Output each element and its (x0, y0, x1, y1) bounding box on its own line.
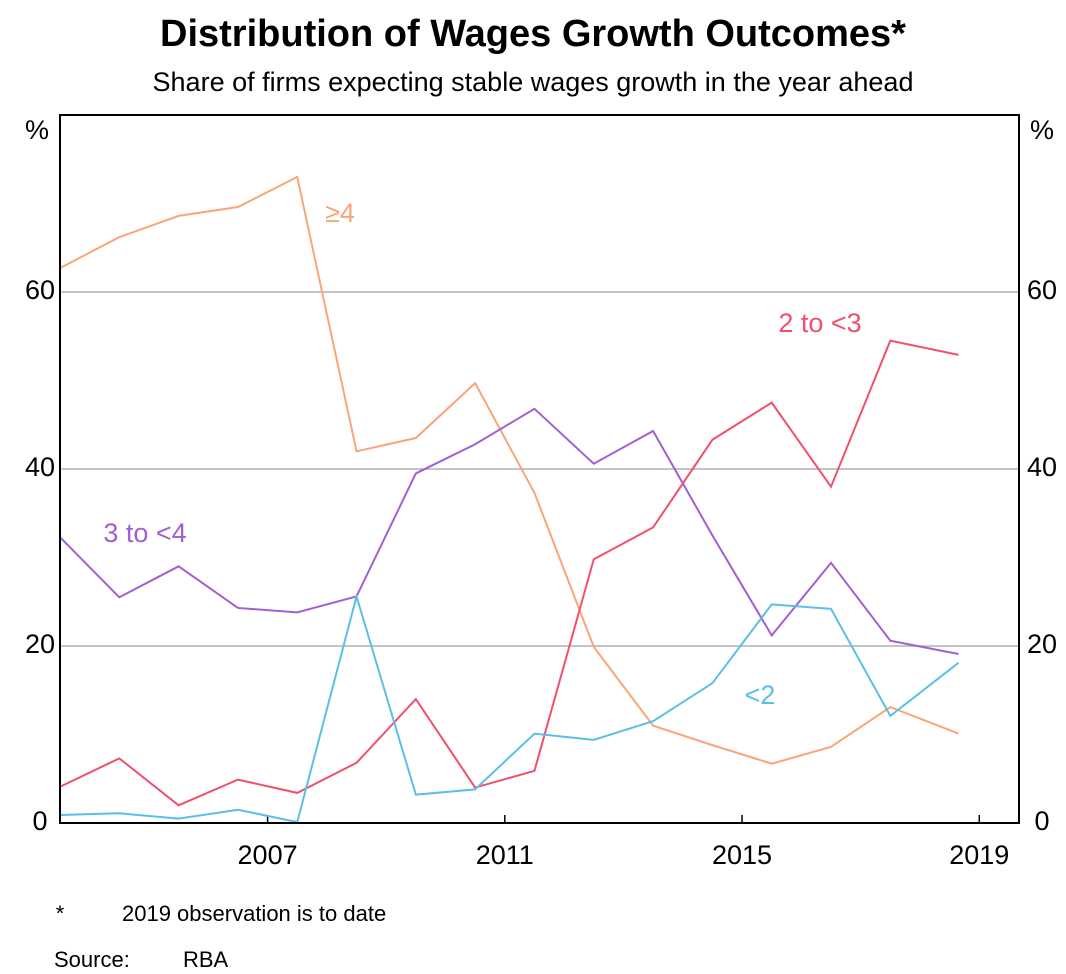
series-label: ≥4 (325, 198, 355, 228)
y-tick-label: 20 (25, 629, 55, 659)
x-tick-label: 2015 (712, 840, 772, 870)
y2-tick-label: 20 (1027, 629, 1057, 659)
series-label: <2 (745, 680, 776, 710)
series-label: 2 to <3 (778, 308, 861, 338)
y2-tick-label: 0 (1034, 806, 1049, 836)
series-line (59, 339, 959, 807)
plot-frame (59, 114, 1020, 824)
y2-tick-label: 60 (1027, 275, 1057, 305)
footnote-text: 2019 observation is to date (122, 901, 386, 926)
chart-subtitle: Share of firms expecting stable wages gr… (153, 67, 914, 97)
y-tick-label: 60 (25, 275, 55, 305)
y-tick-label: 40 (25, 452, 55, 482)
source-label: Source: (54, 947, 130, 972)
chart-title: Distribution of Wages Growth Outcomes* (160, 13, 906, 55)
source-text: RBA (183, 947, 229, 972)
series-label: 3 to <4 (103, 518, 186, 548)
x-tick-label: 2011 (476, 840, 534, 870)
x-tick-label: 2019 (949, 840, 1009, 870)
y-unit-left: % (25, 115, 49, 145)
series-line (59, 592, 960, 824)
x-tick-label: 2007 (238, 840, 298, 870)
y-tick-label: 0 (32, 806, 47, 836)
series-line (59, 175, 959, 765)
y2-tick-label: 40 (1027, 452, 1057, 482)
y-unit-right: % (1030, 115, 1054, 145)
series-line (59, 407, 959, 655)
footnote-marker: * (56, 901, 65, 926)
